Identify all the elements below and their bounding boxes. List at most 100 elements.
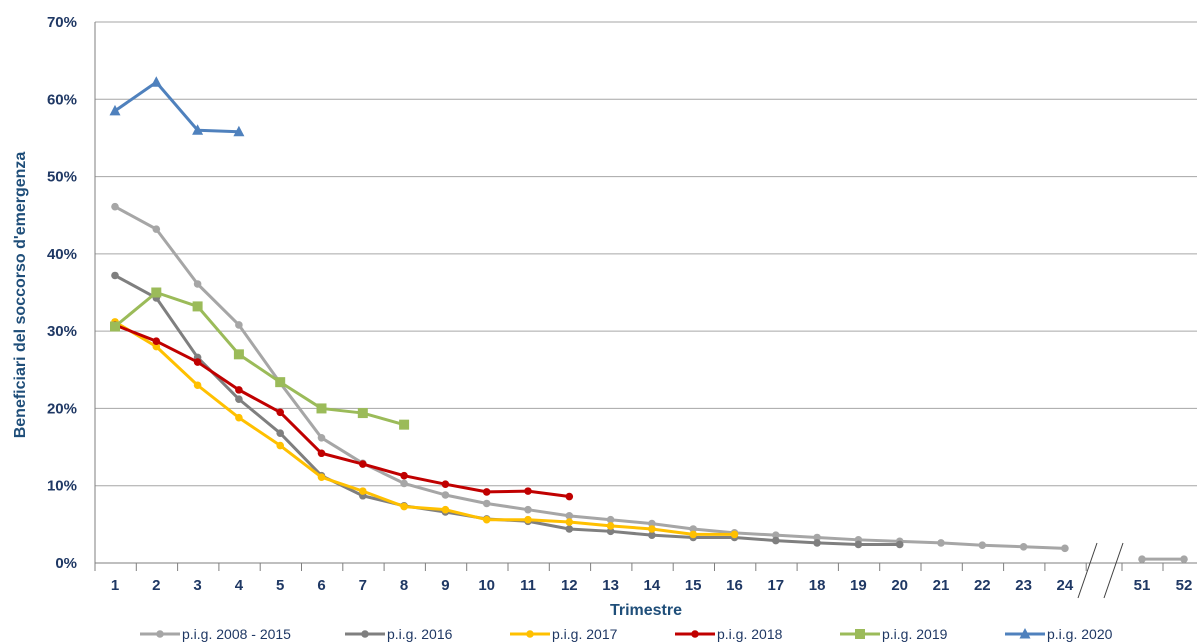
- series-line: [109, 76, 245, 137]
- legend-item: p.i.g. 2016: [345, 626, 453, 642]
- axis-break-mark: [1103, 542, 1124, 599]
- y-tick-label: 70%: [47, 14, 77, 31]
- data-point: [524, 487, 532, 495]
- data-point: [193, 358, 202, 366]
- y-tick-label: 0%: [55, 555, 77, 572]
- x-tick-label: 23: [1015, 577, 1032, 594]
- data-point: [317, 449, 326, 458]
- data-point: [482, 515, 491, 524]
- series-line: [110, 287, 410, 430]
- data-point: [193, 381, 202, 390]
- data-point: [152, 225, 161, 233]
- legend-item: p.i.g. 2020: [1005, 626, 1113, 642]
- series-line: [111, 202, 1188, 563]
- x-tick-label: 19: [850, 577, 867, 594]
- x-tick-label: 13: [602, 577, 619, 594]
- legend: p.i.g. 2008 - 2015 p.i.g. 2016 p.i.g. 2017…: [140, 626, 1113, 642]
- legend-label: p.i.g. 2016: [387, 626, 453, 642]
- y-tick-label: 40%: [47, 246, 77, 263]
- data-point: [606, 515, 615, 524]
- x-tick-label: 51: [1134, 577, 1151, 594]
- data-point: [606, 522, 615, 530]
- series-lines: [109, 76, 1188, 563]
- x-tick-label: 4: [235, 577, 244, 594]
- data-point: [235, 321, 243, 329]
- data-point: [192, 124, 204, 135]
- data-point: [565, 512, 574, 520]
- data-point: [565, 492, 574, 501]
- legend-label: p.i.g. 2017: [552, 626, 618, 642]
- series-line: [111, 318, 739, 539]
- data-point: [482, 499, 491, 508]
- data-point: [441, 480, 450, 488]
- data-point: [276, 429, 285, 437]
- data-point: [150, 76, 162, 87]
- data-point: [317, 473, 326, 482]
- x-tick-label: 1: [111, 577, 119, 594]
- data-point: [152, 337, 161, 345]
- series-path: [114, 80, 239, 134]
- data-point: [565, 518, 574, 526]
- x-tick-label: 5: [276, 577, 284, 594]
- y-tick-labels: 0% 10% 20% 30% 40% 50% 60% 70%: [47, 14, 77, 572]
- y-tick-label: 30%: [47, 323, 77, 340]
- legend-label: p.i.g. 2008 - 2015: [182, 626, 291, 642]
- x-tick-label: 6: [317, 577, 325, 594]
- data-point: [235, 386, 243, 394]
- series-path: [114, 320, 735, 536]
- legend-item: p.i.g. 2018: [675, 626, 783, 642]
- legend-label: p.i.g. 2020: [1047, 626, 1113, 642]
- data-point: [193, 280, 202, 288]
- legend-item: p.i.g. 2019: [840, 626, 948, 642]
- legend-marker: [156, 630, 164, 638]
- x-tick-labels: 1 2 3 4 5 6 7 8 9 10 11 12 13 14 15 16 17 18 19 20 21 22 23 24 5…: [111, 577, 1193, 594]
- data-point: [110, 321, 120, 332]
- legend-label: p.i.g. 2018: [717, 626, 783, 642]
- data-point: [151, 287, 162, 298]
- data-point: [524, 515, 532, 524]
- series-path: [114, 205, 1065, 550]
- y-tick-label: 50%: [47, 169, 77, 186]
- x-tick-label: 7: [359, 577, 367, 594]
- data-point: [109, 104, 121, 116]
- data-point: [1180, 555, 1188, 563]
- x-tick-label: 17: [767, 577, 784, 594]
- data-point: [359, 460, 367, 468]
- x-tick-label: 8: [400, 577, 408, 594]
- data-point: [895, 540, 904, 549]
- axes: [94, 22, 1197, 599]
- legend-marker: [361, 630, 369, 638]
- data-point: [1061, 544, 1069, 553]
- data-point: [937, 539, 945, 547]
- data-point: [441, 491, 450, 499]
- data-point: [648, 525, 656, 533]
- x-tick-label: 2: [152, 577, 160, 594]
- data-point: [276, 441, 285, 450]
- data-point: [233, 349, 244, 360]
- x-tick-label: 3: [193, 577, 201, 594]
- data-point: [275, 377, 286, 388]
- x-tick-label: 18: [809, 577, 826, 594]
- x-tick-label: 15: [685, 577, 702, 594]
- data-point: [730, 530, 739, 539]
- data-point: [565, 525, 574, 533]
- data-point: [399, 419, 410, 430]
- y-tick-label: 10%: [47, 478, 77, 495]
- data-point: [111, 271, 119, 280]
- series-path: [114, 274, 900, 546]
- y-axis-title: Beneficiari del soccorso d'emergenza: [12, 152, 29, 439]
- data-point: [482, 488, 491, 496]
- data-point: [524, 505, 532, 514]
- data-point: [772, 531, 780, 539]
- data-point: [152, 342, 161, 351]
- data-point: [813, 533, 821, 542]
- data-point: [400, 502, 408, 511]
- legend-marker: [855, 629, 865, 639]
- x-axis-title: Trimestre: [610, 602, 682, 619]
- x-tick-label: 20: [891, 577, 908, 594]
- legend-item: p.i.g. 2017: [510, 626, 618, 642]
- x-tick-label: 21: [933, 577, 950, 594]
- data-point: [276, 408, 285, 417]
- x-tick-label: 22: [974, 577, 991, 594]
- data-point: [111, 202, 119, 211]
